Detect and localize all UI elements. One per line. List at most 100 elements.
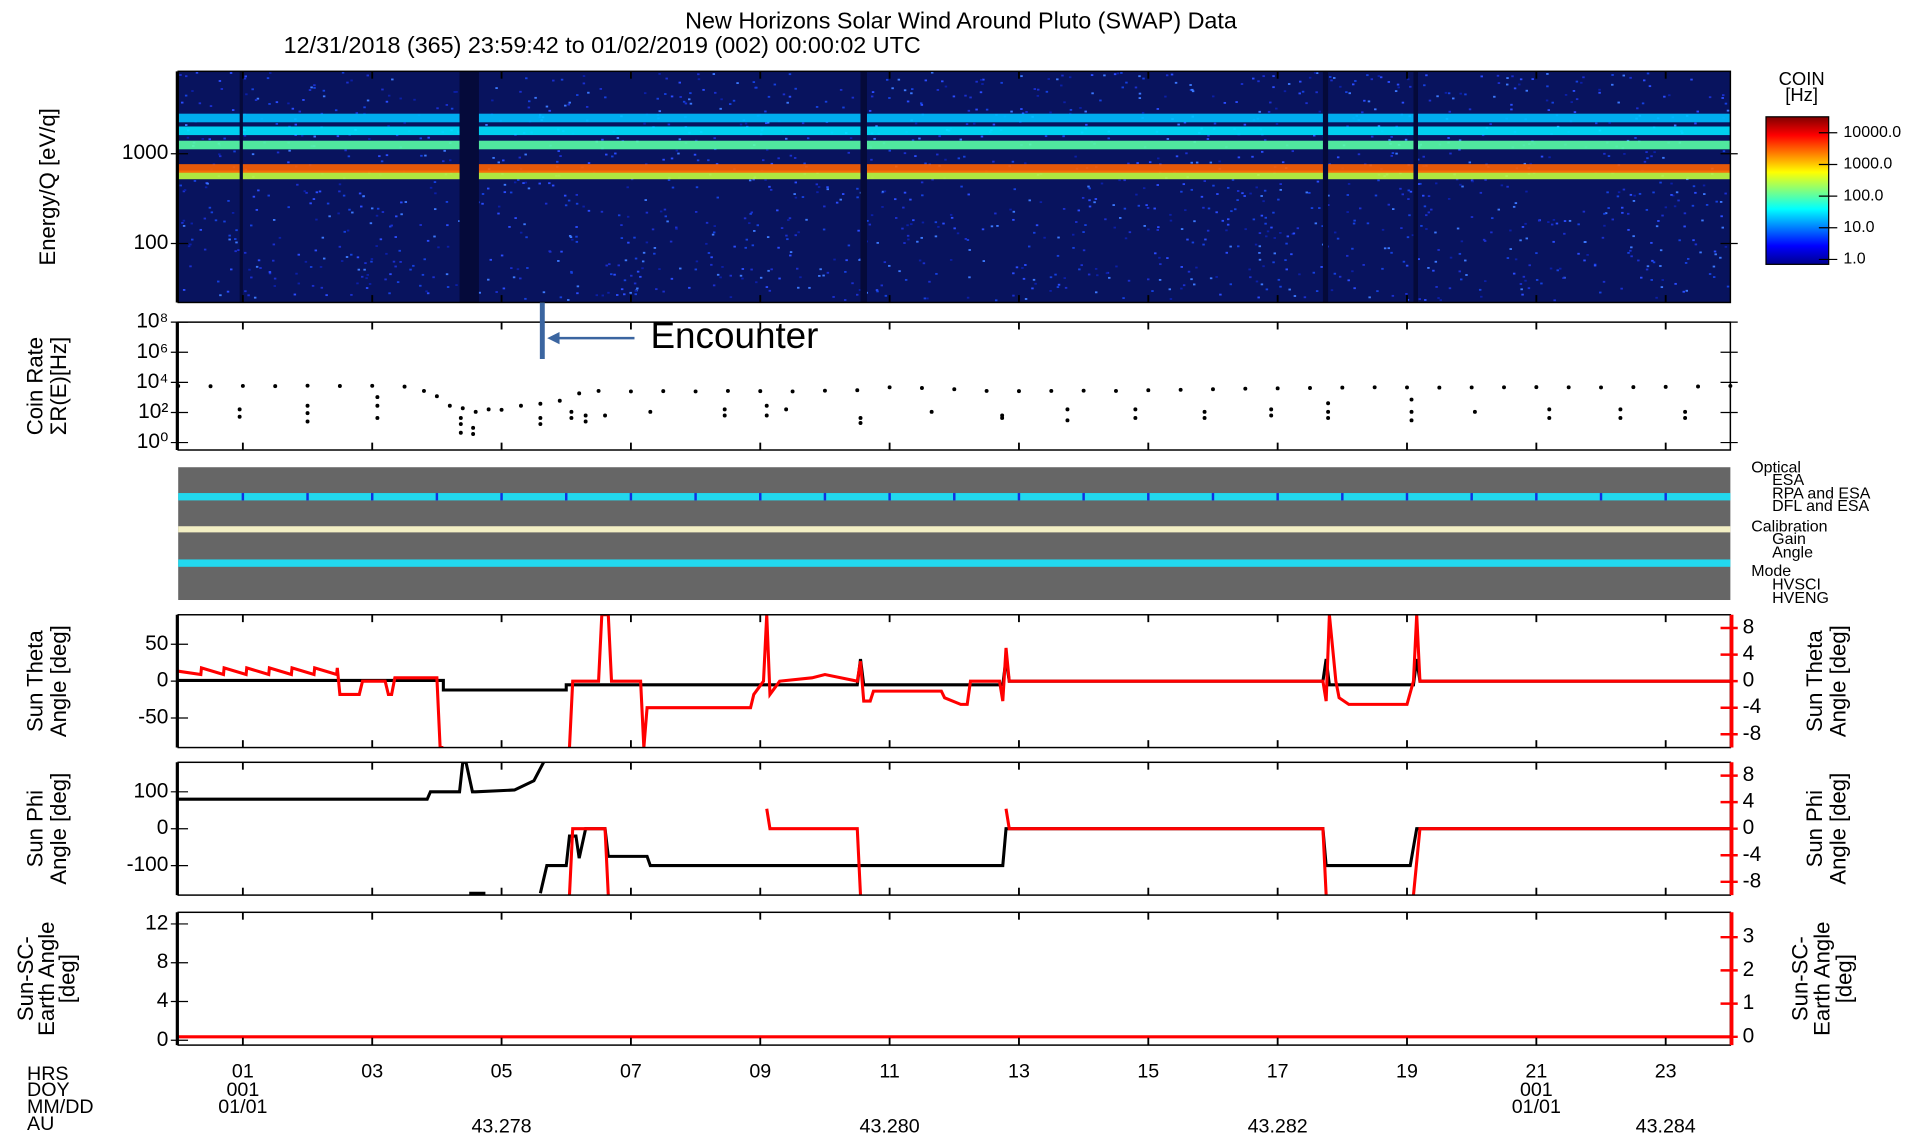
noise [1650,241,1653,244]
noise [1200,195,1204,198]
noise [716,273,720,276]
noise [1113,73,1117,76]
noise [1670,182,1673,185]
noise [678,138,682,141]
point [1211,387,1215,392]
noise [705,221,709,224]
status-tick [1535,493,1538,501]
noise [1170,73,1174,76]
noise [1195,161,1199,164]
noise [842,106,845,109]
noise [826,188,829,191]
noise [715,163,719,165]
noise [492,156,495,159]
point [1683,409,1688,414]
noise [1225,229,1228,232]
noise [803,162,806,165]
point [1114,388,1118,393]
noise [446,245,450,248]
x-tick-label: 001 [226,1079,259,1101]
noise [1100,182,1104,185]
y-tick-label: 0 [157,816,169,839]
noise [1336,156,1340,159]
noise [1400,227,1403,230]
noise [764,110,767,113]
noise [1025,111,1028,113]
noise [370,258,374,260]
noise [370,260,373,263]
noise [1182,183,1186,186]
noise [375,214,379,217]
noise [348,208,351,211]
point [208,384,213,389]
noise [375,245,378,247]
noise [495,291,498,293]
noise [1169,213,1172,216]
noise [658,110,661,113]
noise [251,88,254,91]
point [583,419,588,424]
noise [1712,265,1716,268]
noise [1182,284,1186,287]
noise [788,73,792,76]
noise [355,112,359,114]
point [370,383,375,388]
noise [389,225,392,228]
noise [1374,108,1377,111]
noise [1506,257,1510,259]
noise [710,256,713,259]
noise [805,218,808,221]
noise [1044,135,1048,138]
noise [1422,155,1425,158]
noise [1204,238,1207,241]
annotation-arrowhead [547,331,560,345]
noise [752,178,755,181]
noise [380,160,384,163]
noise [524,153,527,156]
point [984,388,989,393]
noise [1262,265,1265,268]
noise [1013,188,1016,191]
noise [297,282,301,285]
noise [1264,216,1268,219]
y-tick-label: 10⁰ [137,430,169,453]
status-tick [694,493,697,501]
noise [1377,125,1381,128]
noise [670,157,674,160]
noise [534,96,537,99]
noise [1705,203,1709,206]
noise [643,92,647,95]
noise [797,286,800,289]
noise [1556,269,1559,272]
noise [1417,258,1420,261]
noise [1489,123,1492,126]
noise [764,122,768,125]
noise [1333,272,1337,275]
noise [823,205,826,208]
noise [992,123,996,126]
noise [1683,225,1686,228]
noise [1123,179,1126,182]
noise [626,186,629,189]
noise [1036,88,1040,91]
noise [982,260,986,262]
noise [645,241,649,244]
noise [1513,87,1517,90]
noise [1546,85,1549,88]
noise [571,238,574,241]
noise [795,267,799,270]
noise [1370,78,1374,81]
noise [1057,236,1060,239]
noise [748,222,751,225]
noise [1572,90,1576,92]
noise [1128,231,1132,234]
noise [639,275,642,278]
noise [1422,194,1425,197]
noise [388,292,391,295]
noise [817,186,821,188]
noise [1113,226,1116,229]
status-tick [759,493,762,501]
point [519,403,523,408]
noise [1258,245,1262,248]
